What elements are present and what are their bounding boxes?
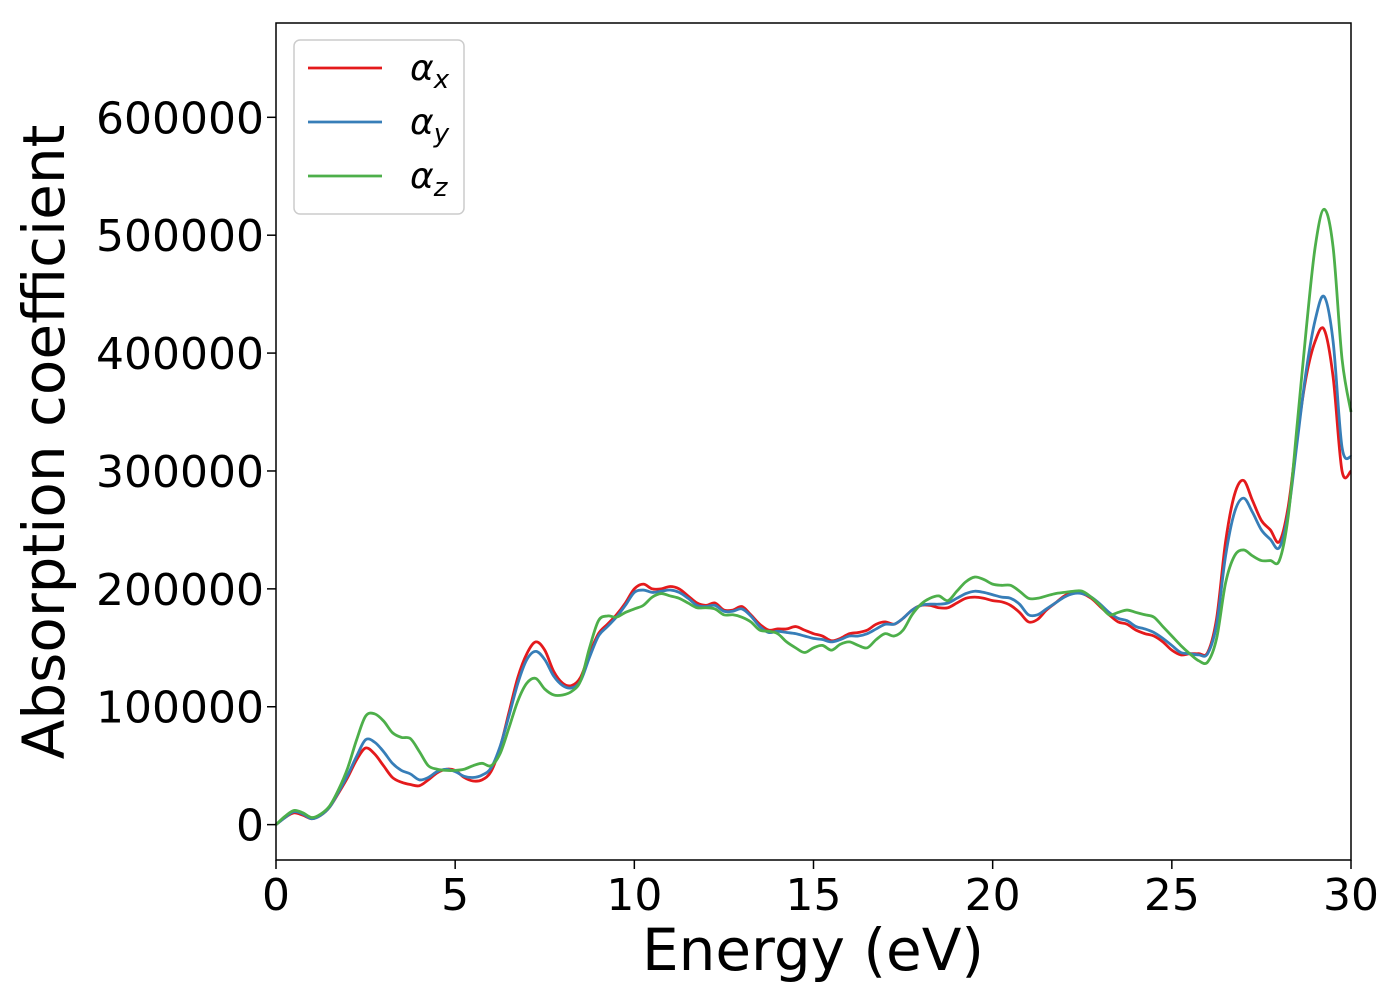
legend-label-x: αx bbox=[410, 48, 450, 95]
y-tick-label: 0 bbox=[236, 801, 264, 852]
y-tick-label: 100000 bbox=[96, 683, 264, 734]
y-axis: 0 100000 200000 300000 400000 500000 600000 bbox=[96, 93, 276, 852]
legend-box bbox=[293, 39, 465, 215]
x-tick-label: 20 bbox=[965, 870, 1021, 921]
x-tick-label: 0 bbox=[262, 870, 290, 921]
y-axis-label: Absorption coefficient bbox=[10, 125, 78, 760]
y-tick-label: 300000 bbox=[96, 447, 264, 498]
legend-label-y: αy bbox=[410, 102, 450, 149]
legend: αx αy αz bbox=[293, 39, 465, 215]
x-tick-label: 10 bbox=[606, 870, 662, 921]
x-axis: 0 5 10 15 20 25 30 bbox=[262, 860, 1379, 921]
x-tick-label: 25 bbox=[1144, 870, 1200, 921]
legend-entries: αx αy αz bbox=[308, 48, 450, 203]
x-tick-label: 5 bbox=[441, 870, 469, 921]
x-tick-label: 15 bbox=[786, 870, 842, 921]
series-lines bbox=[275, 207, 1353, 826]
y-tick-label: 400000 bbox=[96, 329, 264, 380]
series-line-z bbox=[275, 207, 1353, 826]
y-tick-label: 500000 bbox=[96, 211, 264, 262]
legend-label-z: αz bbox=[410, 156, 449, 203]
series-line-y bbox=[275, 294, 1353, 826]
x-axis-label: Energy (eV) bbox=[642, 916, 984, 984]
series-line-x bbox=[275, 326, 1353, 826]
x-tick-label: 30 bbox=[1323, 870, 1379, 921]
y-tick-label: 200000 bbox=[96, 565, 264, 616]
y-tick-label: 600000 bbox=[96, 93, 264, 144]
